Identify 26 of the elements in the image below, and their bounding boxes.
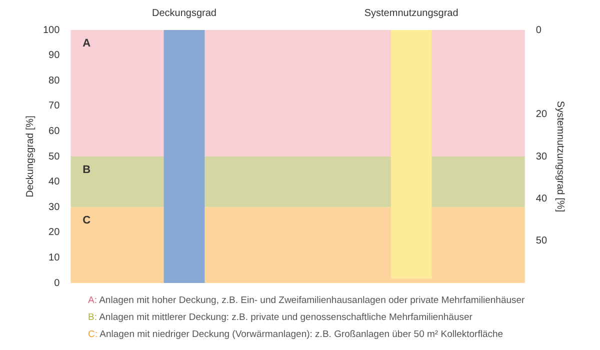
text: A: Anlagen mit hoher Deckung, z.B. Ein- und Zweifamilienhausanlagen oder private Mehrfamilienhäuser <box>88 294 525 308</box>
band-label: A <box>82 38 91 50</box>
y-tick-label: 0 <box>54 278 60 289</box>
y2-tick-label: 20 <box>536 109 548 120</box>
y-tick-label: 20 <box>48 227 60 238</box>
band-label: C <box>82 214 91 227</box>
y-tick-label: 90 <box>48 50 60 62</box>
y2-axis-title: Systemnutzungsgrad [%] <box>554 100 566 212</box>
y-tick-label: 40 <box>48 176 60 188</box>
y-axis-title: Deckungsgrad [%] <box>24 115 36 198</box>
y-tick-label: 100 <box>42 24 60 36</box>
text: B: Anlagen mit mittlerer Deckung: z.B. private und genossenschaftliche Mehrfamilienhäuser <box>88 311 474 325</box>
y2-tick-label: 40 <box>536 193 548 204</box>
x-tick-label: Systemnutzungsgrad <box>364 8 458 19</box>
y2-tick-label: 50 <box>536 236 548 247</box>
text: C: Anlagen mit niedriger Deckung (Vorwärmanlagen): z.B. Großanlagen über 50 m² Kollektorfläche <box>88 328 504 342</box>
y-tick-label: 60 <box>48 126 60 137</box>
y-tick-label: 50 <box>48 151 60 162</box>
y-tick-label: 80 <box>48 75 60 86</box>
y-tick-label: 30 <box>48 202 60 213</box>
y2-tick-label: 0 <box>536 24 542 36</box>
band-label: B <box>82 164 91 176</box>
y-tick-label: 10 <box>48 252 60 264</box>
y-tick-label: 70 <box>48 100 60 112</box>
y2-tick-label: 30 <box>536 151 548 162</box>
x-tick-label: Deckungsgrad <box>152 8 216 19</box>
